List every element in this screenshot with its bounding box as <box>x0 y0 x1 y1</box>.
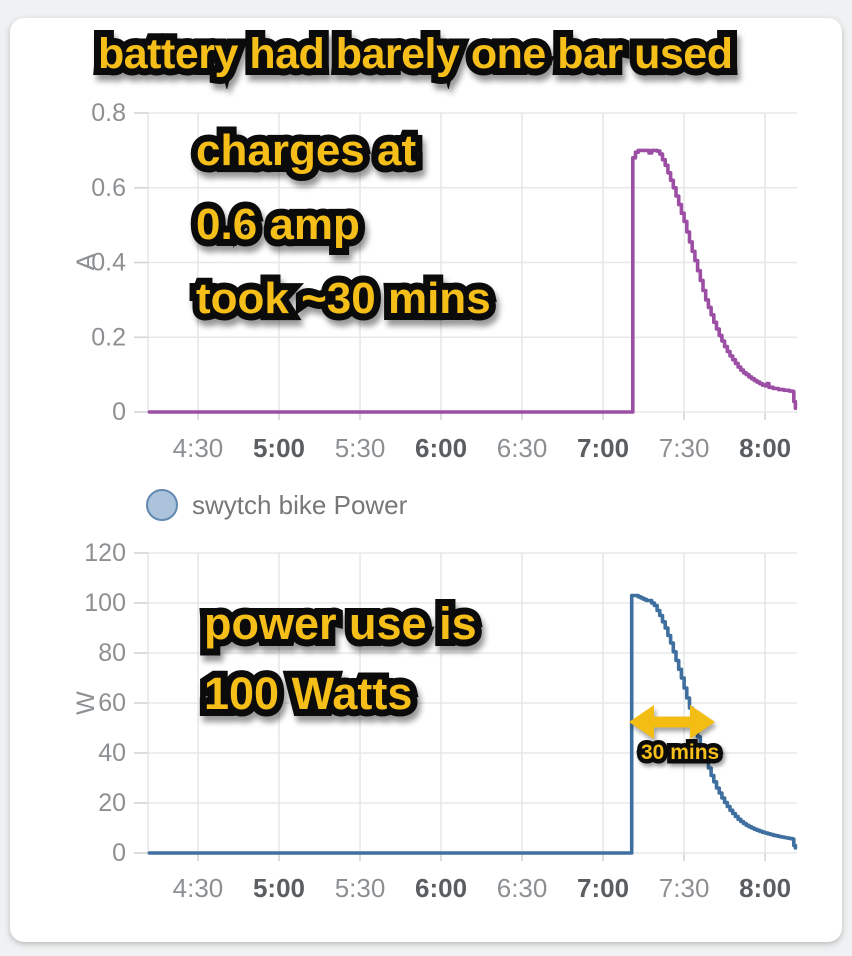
x-tick-label: 8:00 <box>739 873 791 903</box>
current-line <box>147 148 798 414</box>
x-tick-label: 5:00 <box>253 433 305 463</box>
y-tick-label: 100 <box>84 589 126 617</box>
y-tick-label: 0.8 <box>91 99 126 127</box>
y-axis-title: A <box>72 253 100 270</box>
y-tick-label: 0 <box>112 839 126 867</box>
y-tick-label: 40 <box>98 739 126 767</box>
y-tick-label: 0.2 <box>91 323 126 351</box>
x-tick-label: 7:30 <box>659 433 710 463</box>
x-tick-label: 7:00 <box>577 433 629 463</box>
series-marker-icon <box>146 489 178 521</box>
x-tick-label: 5:30 <box>335 873 386 903</box>
x-tick-label: 6:00 <box>415 873 467 903</box>
y-tick-label: 0.6 <box>91 174 126 202</box>
legend-swytch-bike-power[interactable]: swytch bike Power <box>146 489 407 521</box>
x-tick-label: 8:00 <box>739 433 791 463</box>
y-tick-label: 20 <box>98 789 126 817</box>
current-chart: 0 0.2 0.4 0.6 0.8 4:30 5:00 5:30 6:00 6:30 7:00 7:3… <box>72 99 798 463</box>
legend-label: swytch bike Power <box>192 489 408 520</box>
y-tick-label: 60 <box>98 689 126 717</box>
x-tick-label: 6:30 <box>497 433 548 463</box>
x-tick-label: 7:30 <box>659 873 710 903</box>
x-tick-label: 5:00 <box>253 873 305 903</box>
swytch bike Power-chart: 0 20 40 60 80 100 120 4:30 5:00 5:30 6:00 6:30 7:00 7… <box>72 539 798 903</box>
x-tick-label: 6:00 <box>415 433 467 463</box>
x-tick-label: 6:30 <box>497 873 548 903</box>
y-axis-title: W <box>72 691 100 715</box>
x-tick-label: 5:30 <box>335 433 386 463</box>
x-tick-label: 4:30 <box>173 873 224 903</box>
y-tick-label: 0.4 <box>91 249 126 277</box>
y-tick-label: 120 <box>84 539 126 567</box>
y-tick-label: 80 <box>98 639 126 667</box>
x-tick-label: 4:30 <box>173 433 224 463</box>
y-tick-label: 0 <box>112 398 126 426</box>
swytch bike Power-line <box>147 593 798 855</box>
x-tick-label: 7:00 <box>577 873 629 903</box>
